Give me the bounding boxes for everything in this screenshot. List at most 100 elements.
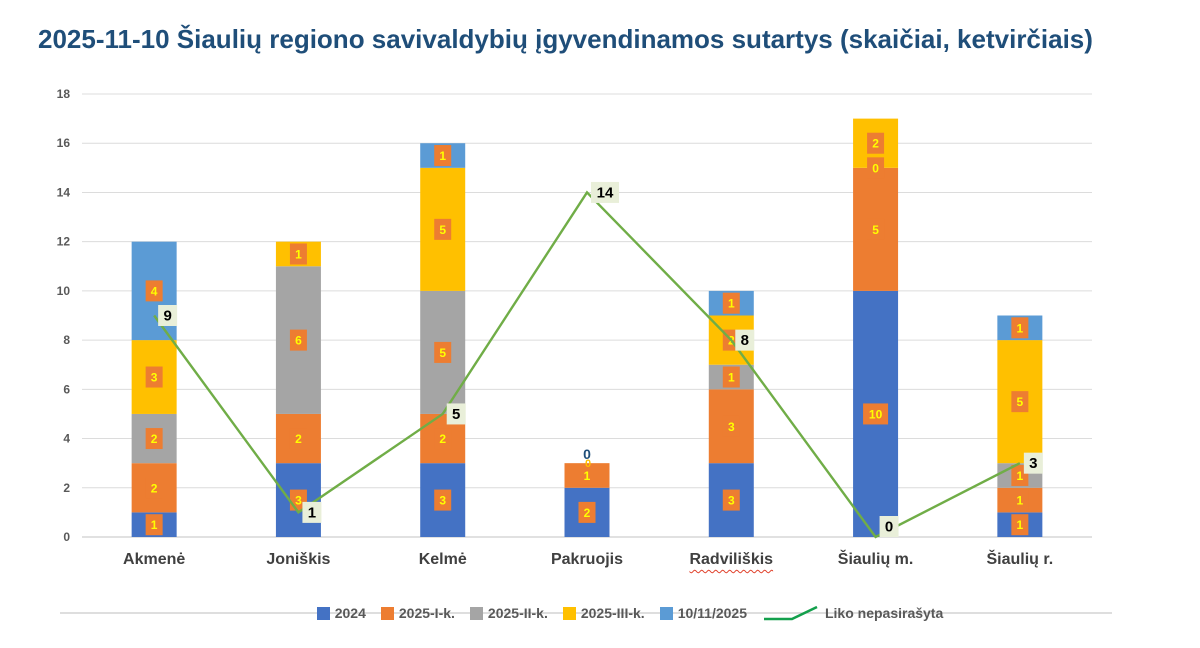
x-axis-category-label: Pakruojis: [550, 551, 624, 568]
bar-value-label-box: [722, 415, 740, 437]
legend-label: 2024: [334, 605, 366, 621]
bar-value-label-box: [722, 366, 740, 388]
y-axis-tick-label: 18: [57, 87, 71, 101]
legend-label: 2025-II-k.: [487, 605, 548, 621]
bar-value-label: 10: [869, 407, 883, 421]
x-axis-category-label: Akmenė: [123, 551, 186, 568]
bar-value-label-box: [145, 366, 163, 388]
line-value-label-box: [446, 403, 466, 425]
line-value-label-box: [158, 305, 178, 326]
legend-item-0: 2024: [316, 605, 366, 621]
zero-value-label-under: 0: [585, 458, 591, 470]
legend-item-5: Liko nepasirašyta: [762, 602, 943, 624]
legend-line-marker: [763, 605, 818, 621]
bar-value-label-box: [434, 218, 452, 240]
bar-value-label: 2: [295, 432, 302, 446]
bar-value-label-box: [145, 514, 163, 536]
bar-value-label: 2: [151, 481, 158, 495]
bar-value-label: 3: [728, 420, 735, 434]
bar-value-label: 1: [1017, 494, 1024, 508]
bar-value-label: 1: [439, 149, 446, 163]
bar-value-label: 6: [295, 334, 302, 348]
chart-legend: 2024 2025-I-k. 2025-II-k. 2025-III-k. 10/11/…: [0, 601, 1200, 625]
bar-value-label-box: [289, 428, 307, 450]
x-axis-category-label: Kelmė: [418, 551, 467, 568]
line-series-liko-nepasirasyta: [153, 190, 1021, 539]
y-axis-tick-label: 6: [63, 382, 70, 396]
legend-item-3: 2025-III-k.: [562, 605, 645, 621]
line-value-label-box: [591, 181, 619, 203]
zero-value-label: 0: [872, 161, 879, 175]
y-axis-tick-label: 10: [57, 284, 71, 298]
bar-value-label: 3: [728, 494, 735, 508]
legend-swatch: [316, 606, 330, 620]
zero-value-label-box: [867, 157, 885, 179]
bar-value-label-box: [867, 218, 885, 240]
bar-value-label-box: [1011, 514, 1029, 536]
bar-value-label: 5: [872, 223, 879, 237]
bar-value-label-box: [289, 243, 307, 265]
bar-value-label-box: [578, 464, 596, 486]
y-axis-tick-label: 8: [63, 333, 70, 347]
bar-value-label: 4: [151, 284, 158, 298]
legend-swatch: [562, 606, 576, 620]
y-axis-tick-label: 14: [57, 185, 71, 199]
bar-value-label-box: [578, 501, 596, 523]
bar-value-label: 5: [439, 223, 446, 237]
x-axis-category-label: Šiaulių r.: [986, 551, 1054, 568]
chart-title: 2025-11-10 Šiaulių regiono savivaldybių …: [38, 24, 1093, 54]
x-axis-category-label: Šiaulių m.: [837, 551, 914, 568]
bar-value-label-box: [434, 428, 452, 450]
legend-swatch: [469, 606, 483, 620]
legend-swatch: [659, 606, 673, 620]
line-value-label: 5: [452, 406, 460, 423]
bar-value-label: 2: [151, 432, 158, 446]
x-axis-category-label: Joniškis: [266, 551, 331, 568]
bar-value-label: 5: [1017, 395, 1024, 409]
bar-value-label: 1: [295, 247, 302, 261]
legend-label: 10/11/2025: [677, 605, 747, 621]
legend-swatch: [380, 606, 394, 620]
legend-label: 2025-I-k.: [398, 605, 455, 621]
bar-value-label-box: [867, 132, 885, 154]
bar-value-label: 3: [295, 494, 302, 508]
legend-item-2: 2025-II-k.: [469, 605, 548, 621]
bar-value-label: 1: [584, 469, 591, 483]
legend-label: Liko nepasirašyta: [824, 605, 944, 621]
bar-value-label-box: [145, 428, 163, 450]
bar-value-label-box: [434, 341, 452, 363]
bar-value-label-box: [434, 489, 452, 511]
line-value-label: 1: [308, 504, 316, 521]
y-axis-tick-label: 2: [63, 481, 70, 495]
line-value-label: 3: [1029, 455, 1037, 472]
bar-value-label-box: [1011, 391, 1029, 413]
bar-value-label: 1: [728, 371, 735, 385]
zero-value-label: 0: [583, 446, 591, 462]
bar-value-label-box: [722, 489, 740, 511]
bar-value-label: 2: [584, 506, 591, 520]
bar-value-label: 2: [439, 432, 446, 446]
x-axis-category-label: Radviliškis: [689, 551, 774, 568]
bar-value-label-box: [289, 329, 307, 351]
bar-value-label: 3: [151, 371, 158, 385]
line-value-label: 14: [597, 184, 614, 201]
bar-value-label-box: [145, 280, 163, 302]
bar-value-label-box: [863, 403, 889, 425]
line-value-label: 9: [163, 308, 171, 325]
y-axis-tick-label: 0: [63, 530, 70, 544]
line-value-label-box: [1023, 452, 1043, 474]
bar-value-label: 3: [439, 494, 446, 508]
bar-value-label: 1: [728, 297, 735, 311]
bar-value-label-box: [722, 292, 740, 314]
legend-item-1: 2025-I-k.: [380, 605, 455, 621]
line-value-label-box: [302, 501, 322, 523]
bar-value-label-box: [1011, 489, 1029, 511]
y-axis-tick-label: 16: [57, 136, 71, 150]
line-value-label-box: [735, 329, 755, 351]
bar-value-label-box: [145, 477, 163, 499]
bar-value-label: 1: [151, 518, 158, 532]
line-value-label: 0: [885, 519, 893, 536]
bar-value-label: 5: [439, 346, 446, 360]
bar-value-label-box: [434, 145, 452, 167]
